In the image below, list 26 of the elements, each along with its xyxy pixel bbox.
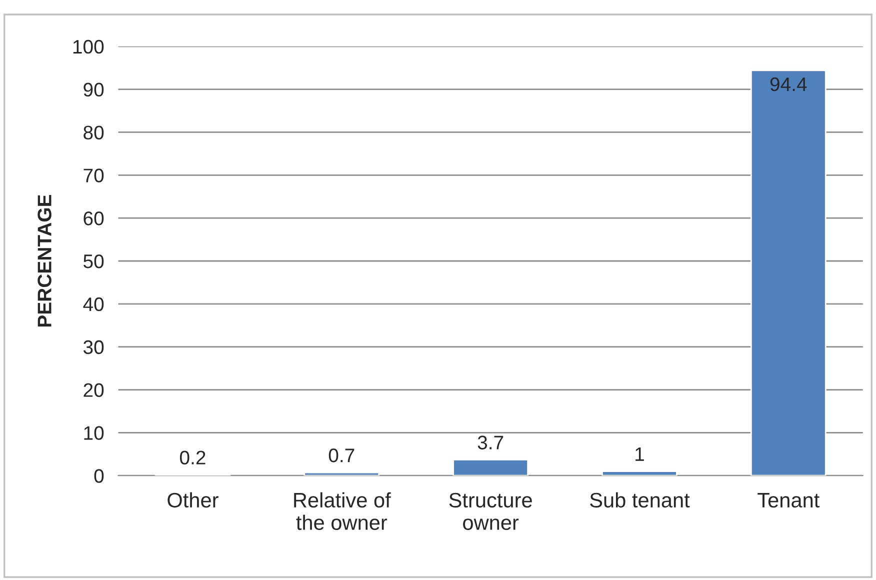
y-tick-label: 90 bbox=[84, 82, 104, 97]
y-tick-label: 20 bbox=[84, 383, 104, 397]
x-tick-label: Relative of the owner bbox=[294, 492, 391, 530]
data-label: 0.7 bbox=[328, 448, 354, 462]
data-label: 0.2 bbox=[180, 450, 206, 464]
y-tick-label: 80 bbox=[84, 126, 104, 140]
data-label: 3.7 bbox=[478, 436, 504, 450]
bar bbox=[750, 70, 826, 476]
y-tick-label: 70 bbox=[84, 168, 104, 182]
bar bbox=[304, 472, 380, 476]
y-axis-title: PERCENTAGE bbox=[38, 194, 52, 327]
x-tick-label: Other bbox=[168, 492, 218, 508]
bar bbox=[452, 459, 528, 476]
y-tick-label: 60 bbox=[84, 212, 104, 226]
bar bbox=[602, 470, 678, 476]
y-tick-label: 50 bbox=[84, 254, 104, 268]
data-label: 1 bbox=[636, 447, 644, 461]
x-tick-label: Sub tenant bbox=[590, 492, 690, 508]
data-label: 94.4 bbox=[770, 77, 807, 92]
x-tick-label: Structure owner bbox=[449, 492, 532, 530]
y-tick-label: 40 bbox=[83, 297, 104, 312]
y-tick-label: 0 bbox=[94, 469, 104, 483]
y-tick-label: 10 bbox=[84, 426, 104, 440]
x-tick-label: Tenant bbox=[758, 493, 820, 508]
y-tick-label: 100 bbox=[73, 40, 104, 54]
y-tick-label: 30 bbox=[83, 340, 104, 354]
